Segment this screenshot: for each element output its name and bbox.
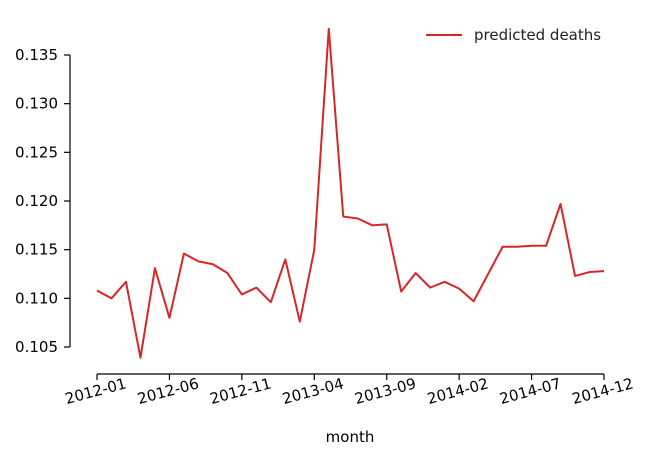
data-point [530, 244, 533, 247]
legend[interactable]: predicted deaths [426, 26, 601, 44]
data-point [182, 252, 185, 255]
data-point [269, 301, 272, 304]
data-point [168, 316, 171, 319]
data-point [414, 272, 417, 275]
y-tick-label: 0.115 [15, 241, 58, 259]
x-axis: 2012-01 2012-06 2012-11 2013-04 2013-09 2014-… [63, 373, 635, 408]
legend-label: predicted deaths [474, 26, 601, 44]
data-point [603, 270, 606, 273]
y-tick-label: 0.130 [15, 95, 58, 113]
data-point [226, 272, 229, 275]
plot-area [96, 27, 606, 359]
y-tick-label: 0.110 [15, 289, 58, 307]
data-point [545, 244, 548, 247]
y-tick-label: 0.120 [15, 192, 58, 210]
data-point [559, 202, 562, 205]
x-tick-label: 2012-01 [63, 374, 128, 408]
data-point [153, 267, 156, 270]
data-point [487, 273, 490, 276]
data-point [139, 356, 142, 359]
data-point [443, 280, 446, 283]
y-axis: 0.105 0.110 0.115 0.120 0.125 0.130 0.135 [15, 46, 71, 356]
data-point [124, 280, 127, 283]
data-point [472, 300, 475, 303]
x-tick-label: 2013-04 [280, 374, 345, 408]
data-point [327, 27, 330, 30]
data-point [342, 215, 345, 218]
data-point [588, 271, 591, 274]
data-point [96, 289, 99, 292]
data-point [400, 290, 403, 293]
data-point [211, 263, 214, 266]
data-point [110, 297, 113, 300]
x-tick-label: 2013-09 [353, 374, 418, 408]
data-point [516, 245, 519, 248]
data-point [240, 293, 243, 296]
y-tick-label: 0.125 [15, 143, 58, 161]
data-point [371, 224, 374, 227]
x-tick-label: 2012-06 [136, 374, 201, 408]
data-point [197, 260, 200, 263]
data-point [255, 286, 258, 289]
data-point [574, 274, 577, 277]
x-tick-label: 2014-02 [425, 374, 490, 408]
x-tick-label: 2014-07 [498, 374, 563, 408]
y-tick-label: 0.105 [15, 338, 58, 356]
data-point [501, 245, 504, 248]
y-tick-label: 0.135 [15, 46, 58, 64]
data-point [313, 248, 316, 251]
data-point [284, 258, 287, 261]
data-point [429, 286, 432, 289]
data-point [458, 287, 461, 290]
x-tick-label: 2012-11 [208, 374, 273, 408]
x-tick-label: 2014-12 [570, 374, 635, 408]
series-line [96, 27, 605, 359]
data-point [385, 223, 388, 226]
data-point [356, 217, 359, 220]
data-point [298, 320, 301, 323]
x-axis-label: month [326, 428, 375, 446]
